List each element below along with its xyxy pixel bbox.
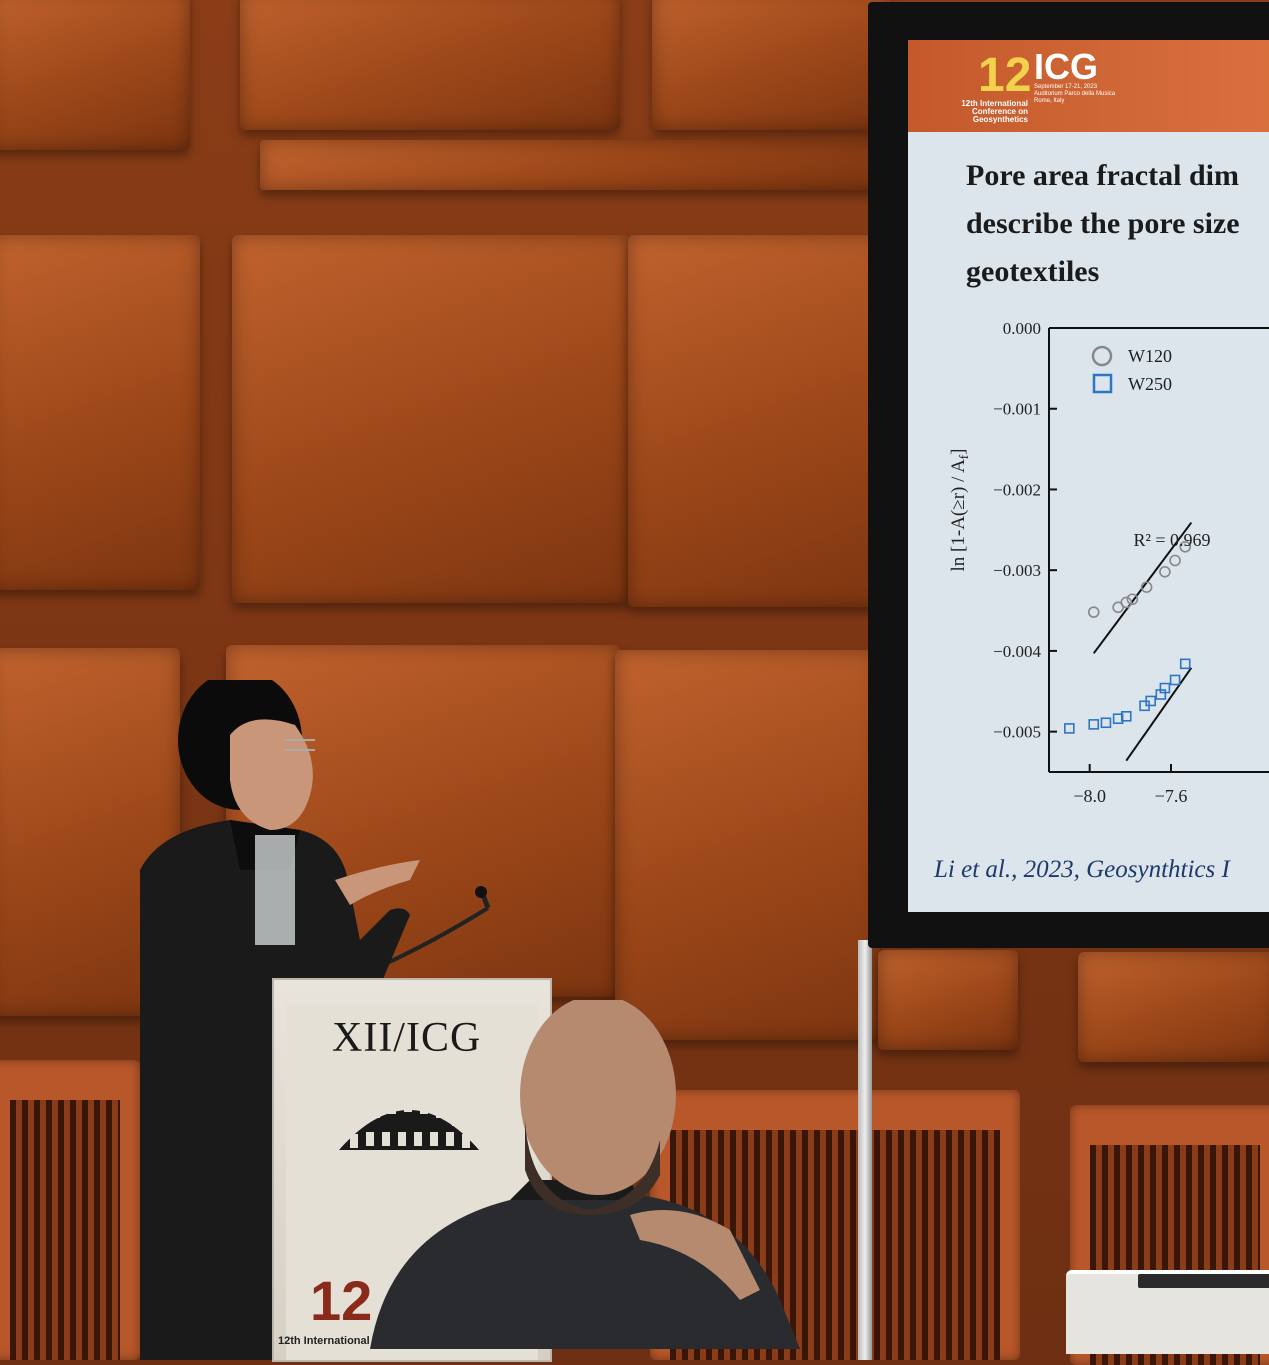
y-axis-label-sub: f (956, 454, 971, 459)
x-tick-label: −8.0 (1073, 786, 1106, 806)
y-tick-label: −0.004 (993, 642, 1041, 661)
podium-subtitle: 12th International (278, 1335, 370, 1347)
slide: 12 ICG 12th International Conference on … (908, 40, 1269, 912)
data-point (1145, 695, 1156, 707)
title-line: describe the pore size (966, 207, 1240, 240)
fit-line (1092, 521, 1193, 654)
wood-panel (1078, 952, 1269, 1062)
wall-grille (0, 1060, 140, 1360)
citation: Li et al., 2023, Geosynthtics I (934, 856, 1269, 884)
data-point (1100, 717, 1112, 729)
title-line: Pore area fractal dim (966, 159, 1239, 192)
fit-line (1125, 667, 1193, 762)
y-tick-label: −0.003 (993, 561, 1041, 580)
banner-date: September 17-21, 2023 Auditorium Parco d… (1034, 84, 1116, 104)
y-tick-label: −0.005 (993, 723, 1041, 742)
banner-subtitle: 12th International Conference on Geosynt… (961, 99, 1028, 124)
data-point (1126, 593, 1139, 606)
data-point (1179, 658, 1191, 670)
wood-panel (260, 140, 890, 190)
svg-text:ln [1-A(≥r) / Af]: ln [1-A(≥r) / Af] (948, 449, 971, 572)
podium-logo-text: XII/ICG (332, 1015, 482, 1061)
data-point (1112, 713, 1124, 725)
screen-stand (858, 940, 872, 1360)
y-tick-label: 0.000 (1003, 319, 1041, 338)
wood-panel (628, 235, 890, 607)
citation-prefix: Li et al. (934, 856, 1012, 883)
wood-panel (0, 235, 200, 590)
data-point (1140, 581, 1153, 593)
r2-annotation: R² = 0.969 (1133, 530, 1210, 550)
data-point (1159, 565, 1171, 578)
side-table-object (1138, 1274, 1269, 1288)
legend-label: W250 (1128, 374, 1172, 394)
y-axis-label-main: ln [1-A(≥r) / A (948, 459, 969, 572)
colosseum-logo-icon (339, 1100, 479, 1150)
data-point (1120, 710, 1132, 722)
slide-banner: 12 ICG 12th International Conference on … (908, 40, 1269, 132)
y-axis-label: ln [1-A(≥r) / Af] (948, 449, 971, 572)
y-tick-label: −0.002 (993, 480, 1041, 499)
legend-marker (1092, 373, 1113, 394)
podium-number: 12 (310, 1269, 373, 1332)
legend-label: W120 (1128, 346, 1172, 366)
data-point (1064, 723, 1075, 734)
data-point (1088, 719, 1100, 730)
wood-panel (240, 0, 620, 130)
data-point (1120, 596, 1133, 609)
data-point (1179, 540, 1192, 553)
audience-member (370, 1000, 800, 1349)
data-point (1169, 554, 1181, 567)
wood-panel (878, 950, 1018, 1050)
legend-marker (1091, 345, 1113, 367)
scatter-chart: ln [1-A(≥r) / Af] 0.000 −0.001 −0.002 −0.00… (948, 319, 1269, 806)
data-point (1169, 674, 1181, 686)
citation-rest: , 2023, Geosynthtics I (1011, 856, 1230, 883)
x-tick-label: −7.6 (1155, 786, 1188, 806)
slide-title: Pore area fractal dim describe the pore … (966, 152, 1269, 296)
data-point (1159, 682, 1171, 694)
banner-number: 12 (978, 49, 1032, 102)
y-axis-label-close: ] (948, 449, 969, 455)
wood-panel (0, 0, 190, 150)
banner-acronym: ICG (1034, 46, 1099, 87)
title-line: geotextiles (966, 255, 1100, 288)
wood-panel (232, 235, 630, 603)
y-tick-label: −0.001 (993, 400, 1041, 419)
wood-panel (652, 0, 892, 130)
data-point (1087, 606, 1100, 618)
wood-panel (615, 650, 880, 1040)
